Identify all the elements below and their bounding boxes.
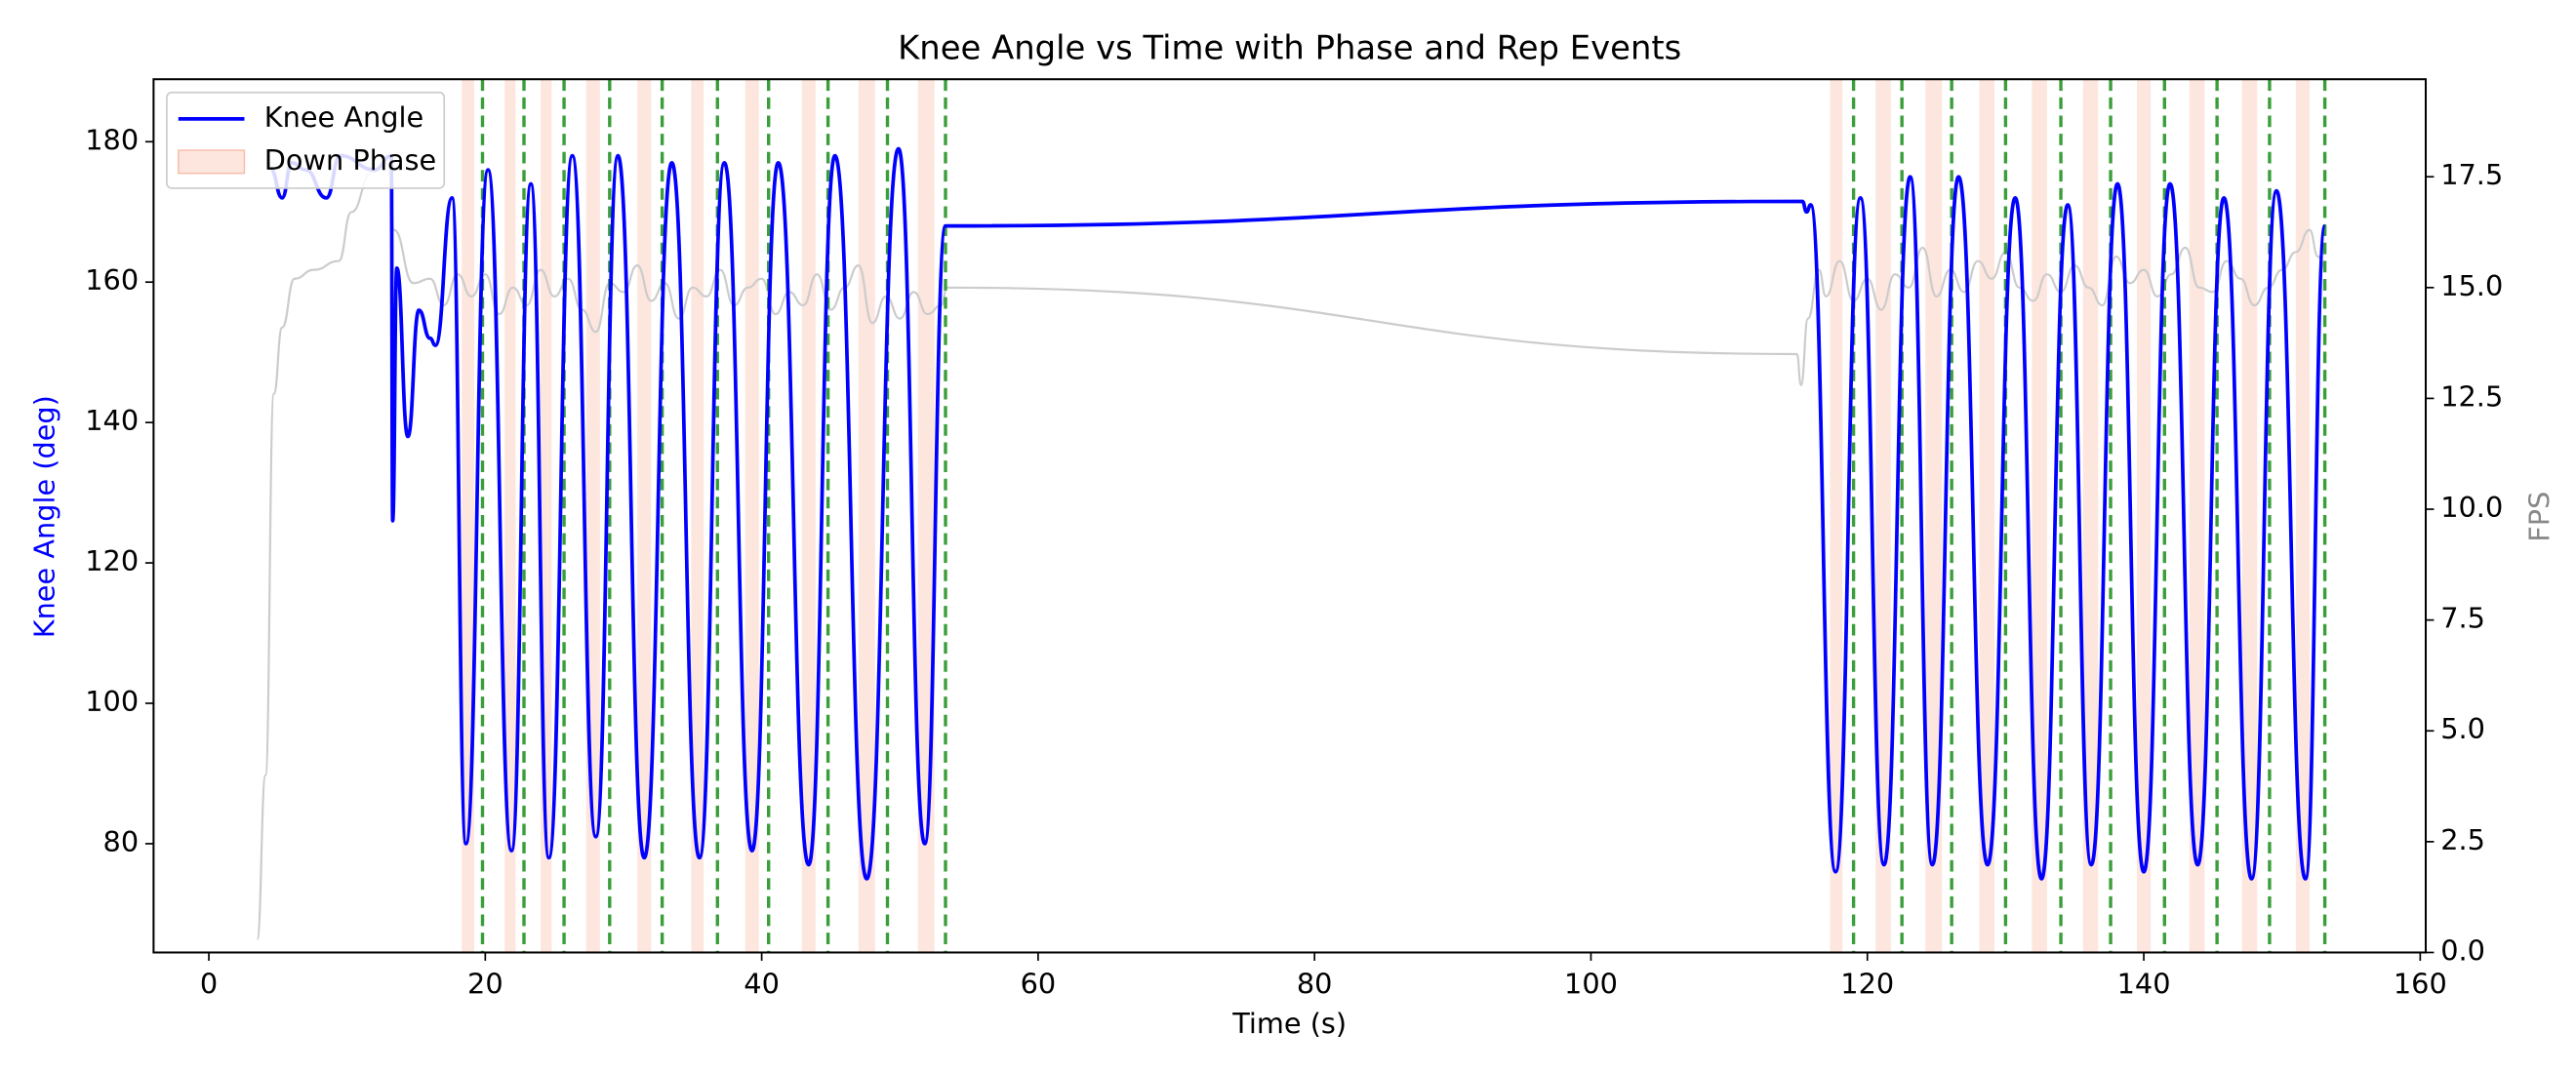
- down-phase-span: [1979, 79, 1995, 953]
- knee-angle-line: [269, 146, 2327, 881]
- x-tick-label: 40: [744, 967, 780, 1000]
- y-tick-label: 100: [85, 685, 139, 718]
- down-phase-span: [540, 79, 552, 953]
- down-phase-span: [1925, 79, 1943, 953]
- down-phase-span: [858, 79, 875, 953]
- down-phase-span: [2295, 79, 2311, 953]
- down-phase-span: [801, 79, 816, 953]
- x-tick-label: 20: [467, 967, 503, 1000]
- y2-tick-label: 10.0: [2440, 491, 2503, 524]
- y2-axis-label: FPS: [2522, 492, 2556, 542]
- x-tick-label: 0: [200, 967, 218, 1000]
- y2-tick-label: 5.0: [2440, 712, 2485, 745]
- down-phase-span: [2136, 79, 2152, 953]
- y2-tick-label: 17.5: [2440, 158, 2503, 191]
- down-phase-span: [745, 79, 759, 953]
- y2-tick-label: 7.5: [2440, 602, 2485, 635]
- legend-label: Down Phase: [264, 143, 436, 177]
- y-tick-label: 160: [85, 263, 139, 297]
- x-tick-label: 120: [1840, 967, 1894, 1000]
- x-tick-label: 140: [2117, 967, 2171, 1000]
- y-axis-label: Knee Angle (deg): [27, 395, 60, 638]
- y2-tick-label: 12.5: [2440, 379, 2503, 413]
- down-phase-span: [1830, 79, 1843, 953]
- down-phase-span: [2082, 79, 2099, 953]
- down-phase-span: [691, 79, 704, 953]
- down-phase-span: [504, 79, 516, 953]
- y2-tick-label: 0.0: [2440, 934, 2485, 967]
- y-tick-label: 180: [85, 123, 139, 156]
- x-tick-label: 60: [1021, 967, 1057, 1000]
- x-axis-label: Time (s): [1231, 1007, 1347, 1040]
- x-tick-label: 80: [1297, 967, 1333, 1000]
- y-tick-label: 140: [85, 404, 139, 437]
- down-phase-span: [2189, 79, 2205, 953]
- y2-tick-label: 2.5: [2440, 823, 2485, 856]
- x-tick-label: 160: [2394, 967, 2447, 1000]
- plot-area: [256, 79, 2327, 953]
- legend-label: Knee Angle: [264, 100, 423, 134]
- axes-frame: [152, 78, 2428, 954]
- y-tick-label: 120: [85, 544, 139, 577]
- legend-swatch: [178, 149, 246, 175]
- y2-tick-label: 15.0: [2440, 269, 2503, 302]
- x-tick-label: 100: [1564, 967, 1618, 1000]
- y-tick-label: 80: [103, 825, 140, 858]
- legend: Knee Angle Down Phase: [166, 91, 446, 189]
- down-phase-span: [2241, 79, 2258, 953]
- chart-title: Knee Angle vs Time with Phase and Rep Ev…: [898, 28, 1681, 66]
- fps-line: [256, 162, 2327, 940]
